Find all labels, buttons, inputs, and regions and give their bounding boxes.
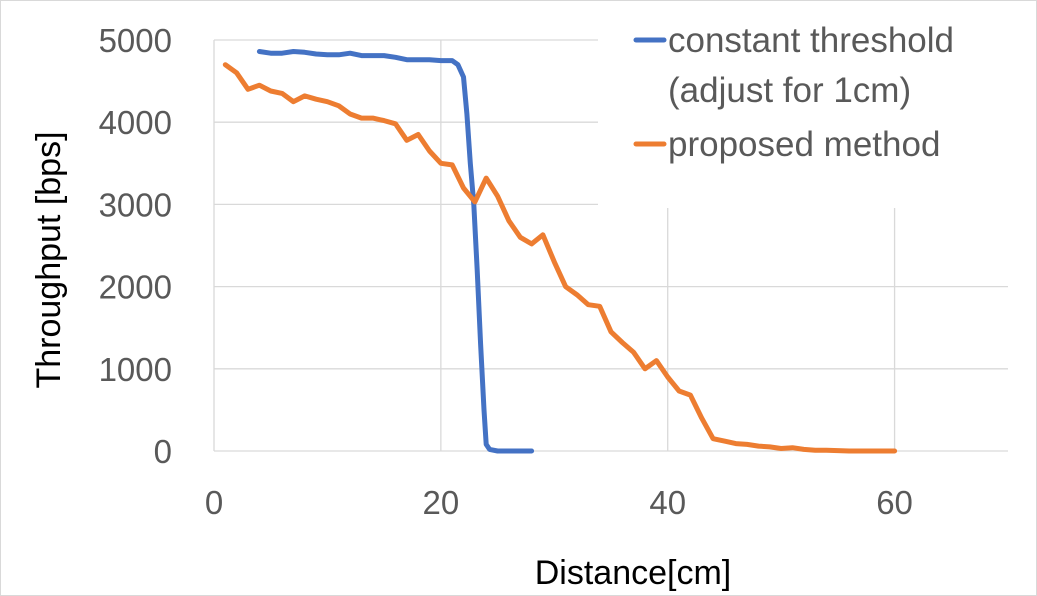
y-tick-label: 5000 [99,22,172,59]
x-axis-ticks: 0 20 40 60 [205,484,913,521]
x-axis-title: Distance[cm] [535,554,732,592]
x-tick-label: 0 [205,484,223,521]
y-tick-label: 1000 [99,351,172,388]
x-tick-label: 40 [649,484,686,521]
legend-label: constant threshold [668,21,954,60]
x-tick-label: 20 [422,484,459,521]
y-axis-title: Throughput [bps] [30,131,68,388]
y-tick-label: 2000 [99,269,172,306]
y-tick-label: 0 [154,433,172,470]
series-line-1 [259,52,531,452]
legend-label: proposed method [668,125,940,164]
y-tick-label: 3000 [99,186,172,223]
x-tick-label: 60 [876,484,913,521]
y-axis-ticks: 0 1000 2000 3000 4000 5000 [99,22,172,470]
legend: constant threshold (adjust for 1cm) propos… [636,21,954,164]
y-tick-label: 4000 [99,104,172,141]
legend-label: (adjust for 1cm) [668,71,911,110]
